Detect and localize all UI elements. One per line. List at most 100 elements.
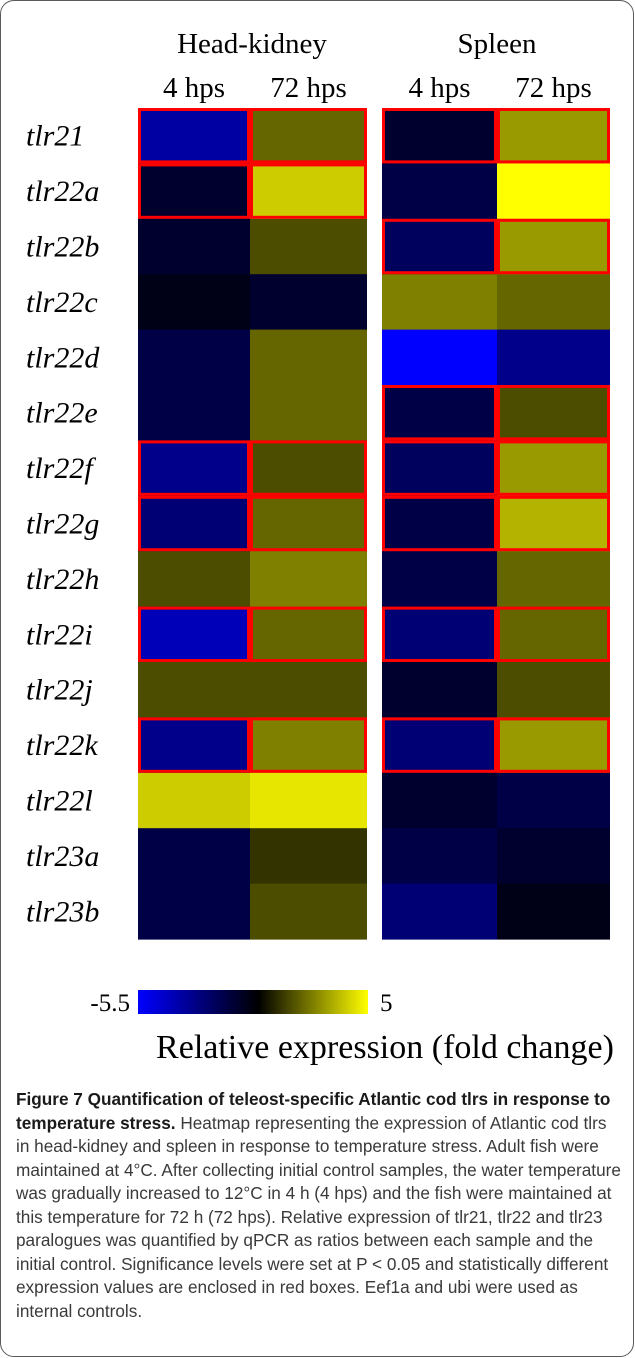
heatmap-cell — [382, 606, 497, 663]
heatmap-cell — [138, 606, 250, 663]
row-label: tlr22l — [26, 785, 93, 818]
x-axis-label: Relative expression (fold change) — [156, 1029, 614, 1066]
heatmap-cell — [497, 218, 610, 275]
condition-label: 4 hps — [163, 72, 225, 104]
heatmap-cell — [250, 828, 367, 885]
condition-label: 4 hps — [408, 72, 470, 104]
significance-box — [497, 717, 610, 773]
heatmap-cell — [138, 108, 250, 164]
significance-box — [138, 163, 250, 219]
heatmap-cell — [138, 218, 250, 275]
heatmap-cell — [497, 495, 610, 552]
heatmap-cell — [497, 274, 610, 331]
heatmap-cell — [382, 883, 497, 940]
heatmap-figure: Head-kidney Spleen 4 hps 72 hps 4 hps 72 hps t… — [26, 28, 614, 1066]
significance-box — [497, 218, 610, 275]
heatmap-cell — [382, 495, 497, 552]
heatmap-cell — [250, 717, 367, 774]
heatmap-cell — [382, 440, 497, 497]
heatmap-cell — [382, 551, 497, 608]
heatmap-cell — [382, 274, 497, 331]
row-label: tlr22g — [26, 508, 99, 541]
heatmap-cell — [382, 662, 497, 718]
significance-box — [382, 606, 497, 662]
heatmap-cell — [250, 108, 367, 164]
heatmap-cell — [138, 385, 250, 441]
significance-box — [250, 717, 367, 773]
row-label: tlr23b — [26, 895, 99, 928]
figure-caption: Figure 7 Quantification of teleost-speci… — [16, 1088, 622, 1323]
significance-box — [138, 717, 250, 773]
heatmap-cell — [497, 828, 610, 885]
significance-box — [250, 606, 367, 662]
heatmap-cell — [250, 495, 367, 552]
heatmap-cell — [250, 274, 367, 331]
heatmap-cell — [382, 218, 497, 275]
significance-box — [382, 717, 497, 773]
heatmap-cell — [138, 495, 250, 552]
condition-label: 72 hps — [515, 72, 592, 104]
caption-body: Heatmap representing the expression of A… — [16, 1112, 621, 1321]
significance-box — [382, 495, 497, 552]
heatmap-cell — [138, 717, 250, 774]
heatmap-cell — [497, 883, 610, 940]
heatmap-cell — [250, 440, 367, 497]
heatmap-cell — [382, 828, 497, 885]
heatmap-cell — [497, 163, 610, 220]
heatmap-cell — [497, 606, 610, 663]
heatmap-cell — [138, 772, 250, 829]
heatmap-cell — [138, 662, 250, 718]
heatmap-cell — [138, 828, 250, 885]
row-label: tlr22b — [26, 231, 99, 264]
heatmap-cell — [138, 274, 250, 331]
heatmap-cell — [382, 717, 497, 774]
heatmap-cell — [497, 440, 610, 497]
significance-box — [138, 440, 250, 496]
heatmap-cell — [382, 163, 497, 220]
group-label-spleen: Spleen — [458, 28, 537, 60]
heatmap-cell — [250, 551, 367, 608]
heatmap-cell — [382, 329, 497, 386]
row-label: tlr22c — [26, 286, 98, 319]
row-label: tlr23a — [26, 840, 99, 873]
heatmap-cell — [138, 329, 250, 386]
heatmap-cell — [250, 218, 367, 275]
scale-min-label: -5.5 — [90, 990, 130, 1017]
significance-box — [138, 606, 250, 662]
heatmap-cell — [250, 385, 367, 441]
significance-box — [382, 218, 497, 275]
heatmap-cell — [497, 329, 610, 386]
heatmap-cell — [250, 163, 367, 220]
row-label: tlr22j — [26, 674, 93, 707]
row-label: tlr22d — [26, 341, 100, 374]
row-label: tlr22a — [26, 175, 99, 208]
heatmap-cell — [497, 717, 610, 774]
heatmap-cell — [382, 385, 497, 441]
color-scale-bar — [138, 990, 368, 1014]
heatmap-cell — [250, 606, 367, 663]
row-label: tlr22k — [26, 729, 98, 762]
heatmap-cell — [497, 385, 610, 441]
heatmap-cell — [382, 772, 497, 829]
heatmap-cell — [250, 883, 367, 940]
significance-box — [250, 108, 367, 164]
significance-box — [497, 495, 610, 552]
scale-max-label: 5 — [380, 990, 393, 1017]
significance-box — [497, 606, 610, 662]
heatmap-cell — [497, 772, 610, 829]
row-label: tlr22i — [26, 618, 93, 651]
heatmap-cell — [250, 772, 367, 829]
row-label: tlr22e — [26, 397, 98, 430]
significance-box — [250, 495, 367, 552]
significance-box — [497, 385, 610, 441]
heatmap-cell — [138, 440, 250, 497]
significance-box — [250, 440, 367, 496]
significance-box — [497, 440, 610, 496]
heatmap-cell — [138, 551, 250, 608]
row-label: tlr21 — [26, 120, 84, 153]
significance-box — [138, 495, 250, 552]
significance-box — [382, 385, 497, 441]
group-label-head-kidney: Head-kidney — [177, 28, 327, 60]
significance-box — [497, 108, 610, 164]
heatmap-cell — [497, 662, 610, 718]
